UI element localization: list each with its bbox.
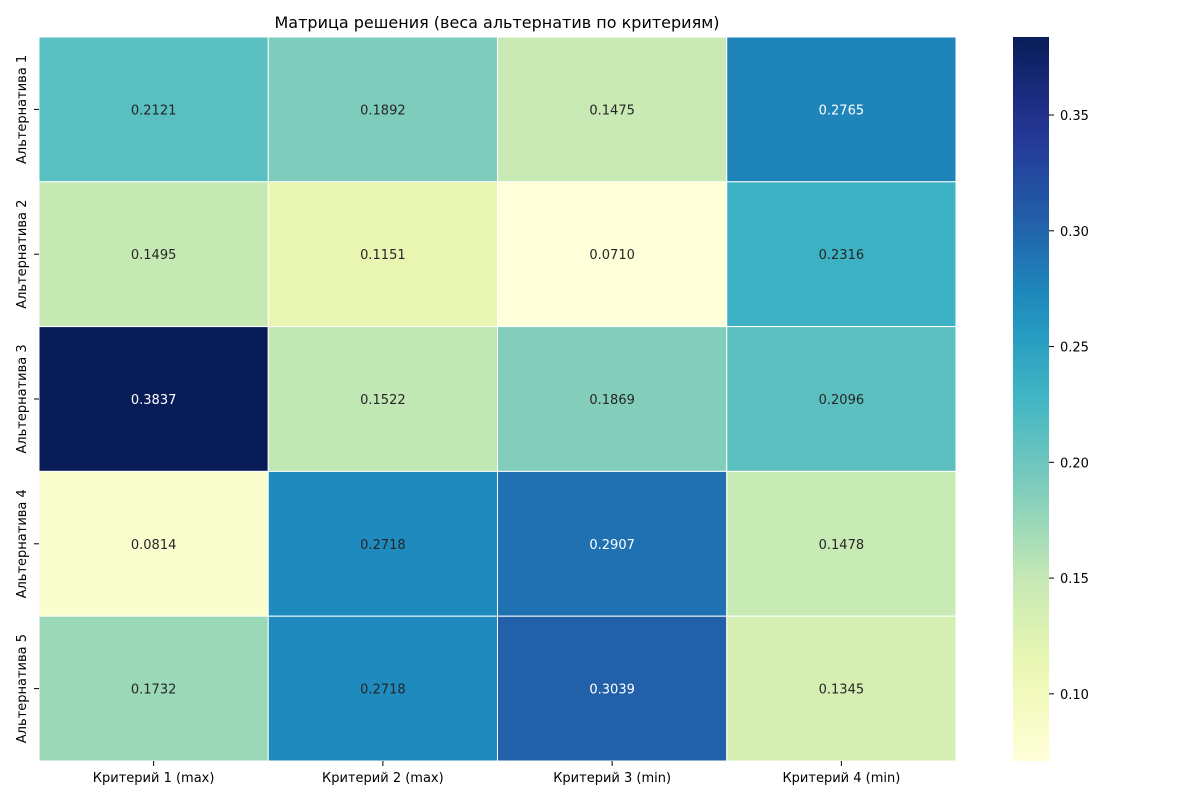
colorbar-gradient [1013, 37, 1049, 761]
heatmap-cell [267, 36, 498, 183]
heatmap-cells: 0.2121 0.1892 0.1475 0.2765 0.1495 0.1151 0.07… [38, 36, 957, 762]
cell-value-label: 0.1869 [589, 393, 635, 408]
x-tick-label: Критерий 4 (min) [782, 771, 900, 786]
x-axis: Критерий 1 (max) Критерий 2 (max) Критерий… [93, 761, 900, 786]
cell-value-label: 0.2765 [819, 103, 865, 118]
chart-title: Матрица решения (веса альтернатив по кри… [274, 13, 719, 32]
cell-value-label: 0.1522 [360, 393, 406, 408]
heatmap-cell [726, 326, 957, 472]
colorbar-tick-label: 0.10 [1060, 688, 1089, 703]
heatmap-cell [726, 181, 957, 328]
heatmap-cell [497, 470, 728, 617]
cell-value-label: 0.3039 [589, 683, 635, 698]
x-tick-label: Критерий 1 (max) [93, 771, 215, 786]
cell-value-label: 0.2718 [360, 683, 406, 698]
heatmap-cell [497, 615, 728, 762]
cell-value-label: 0.1345 [819, 683, 865, 698]
colorbar-tick-label: 0.20 [1060, 456, 1089, 471]
cell-value-label: 0.2718 [360, 538, 406, 553]
cell-value-label: 0.2907 [589, 538, 635, 553]
y-tick-label: Альтернатива 1 [15, 55, 30, 164]
colorbar-tick-label: 0.15 [1060, 572, 1089, 587]
colorbar-tick-label: 0.35 [1060, 109, 1089, 124]
y-axis: Альтернатива 1 Альтернатива 2 Альтернатива… [15, 55, 39, 743]
heatmap-cell [726, 36, 957, 183]
heatmap-cell [267, 181, 498, 328]
colorbar-tick-label: 0.30 [1060, 225, 1089, 240]
cell-value-label: 0.0814 [131, 538, 177, 553]
y-tick-label: Альтернатива 3 [15, 344, 30, 453]
cell-value-label: 0.2316 [819, 248, 865, 263]
heatmap-cell [497, 36, 728, 183]
colorbar-tick-label: 0.25 [1060, 341, 1089, 356]
x-tick-label: Критерий 2 (max) [322, 771, 444, 786]
heatmap-cell [726, 615, 957, 762]
cell-value-label: 0.1475 [589, 103, 635, 118]
heatmap-cell [267, 470, 498, 617]
x-tick-label: Критерий 3 (min) [553, 771, 671, 786]
heatmap-cell [38, 36, 269, 183]
cell-value-label: 0.2121 [131, 103, 177, 118]
y-tick-label: Альтернатива 5 [15, 634, 30, 743]
heatmap-cell [497, 181, 728, 328]
cell-value-label: 0.2096 [819, 393, 865, 408]
cell-value-label: 0.1478 [819, 538, 865, 553]
heatmap-cell [38, 615, 269, 762]
cell-value-label: 0.0710 [589, 248, 635, 263]
heatmap-cell [726, 470, 957, 617]
colorbar: 0.10 0.15 0.20 0.25 0.30 0.35 [1013, 37, 1089, 761]
heatmap-cell [267, 615, 498, 762]
y-tick-label: Альтернатива 2 [15, 200, 30, 309]
cell-value-label: 0.1732 [131, 683, 177, 698]
heatmap-cell [38, 470, 269, 617]
y-tick-label: Альтернатива 4 [15, 489, 30, 598]
cell-value-label: 0.3837 [131, 393, 177, 408]
heatmap-cell [267, 326, 498, 472]
cell-value-label: 0.1495 [131, 248, 177, 263]
cell-value-label: 0.1151 [360, 248, 406, 263]
heatmap-cell [38, 181, 269, 328]
cell-value-label: 0.1892 [360, 103, 406, 118]
